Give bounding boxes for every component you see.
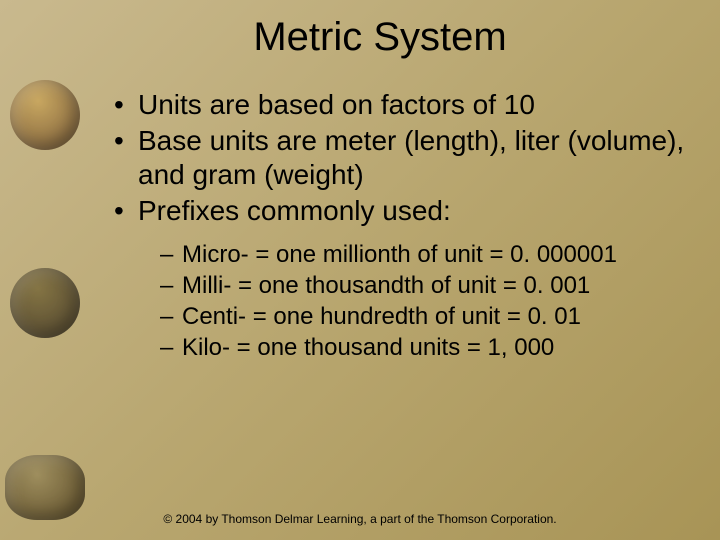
bullet-item: Prefixes commonly used: Micro- = one mil… bbox=[110, 194, 690, 363]
decor-image-middle bbox=[10, 268, 80, 338]
decor-image-dog bbox=[10, 80, 80, 150]
slide-title: Metric System bbox=[70, 15, 690, 60]
bullet-list-level1: Units are based on factors of 10 Base un… bbox=[110, 88, 690, 363]
copyright-footer: © 2004 by Thomson Delmar Learning, a par… bbox=[0, 512, 720, 526]
bullet-item: Units are based on factors of 10 bbox=[110, 88, 690, 122]
bullet-item: Base units are meter (length), liter (vo… bbox=[110, 124, 690, 192]
sub-bullet-item: Micro- = one millionth of unit = 0. 0000… bbox=[160, 239, 690, 270]
bullet-list-level2: Micro- = one millionth of unit = 0. 0000… bbox=[138, 239, 690, 364]
slide-content: Metric System Units are based on factors… bbox=[100, 0, 710, 540]
sub-bullet-item: Centi- = one hundredth of unit = 0. 01 bbox=[160, 301, 690, 332]
sub-bullet-item: Kilo- = one thousand units = 1, 000 bbox=[160, 332, 690, 363]
side-decoration-strip bbox=[0, 0, 90, 540]
decor-image-cows bbox=[5, 455, 85, 520]
sub-bullet-item: Milli- = one thousandth of unit = 0. 001 bbox=[160, 270, 690, 301]
bullet-text: Prefixes commonly used: bbox=[138, 195, 451, 226]
